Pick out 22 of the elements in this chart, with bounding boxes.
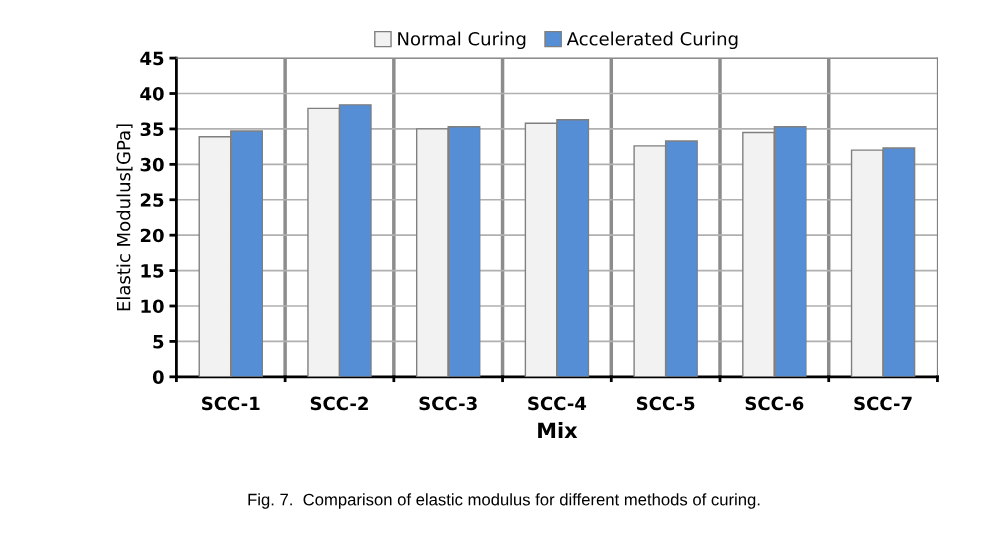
y-tick-label: 45 [140, 51, 164, 66]
y-tick-label: 40 [140, 86, 164, 101]
x-axis-title: Mix [538, 422, 578, 438]
legend-label: Normal Curing [398, 31, 526, 50]
y-tick-label: 20 [140, 228, 164, 243]
x-tick-label: SCC-2 [310, 396, 368, 411]
x-tick-label: SCC-5 [636, 396, 695, 411]
legend-label: Accelerated Curing [566, 31, 738, 50]
y-tick-label: 25 [140, 193, 164, 207]
y-tick-label: 0 [152, 370, 164, 384]
y-tick-label: 5 [153, 335, 164, 349]
x-tick-label: SCC-7 [854, 396, 912, 411]
x-tick-label: SCC-1 [202, 396, 260, 411]
y-tick-label: 10 [141, 299, 164, 314]
x-tick-label: SCC-4 [528, 396, 587, 411]
x-tick-label: SCC-3 [419, 396, 477, 411]
y-tick-label: 30 [140, 157, 164, 172]
caption: Fig. 7. Comparison of elastic modulus for different methods of curing. [248, 493, 760, 509]
y-tick-label: 15 [141, 264, 164, 278]
y-axis-title: Elastic Modulus[GPa] [116, 124, 133, 311]
x-tick-label: SCC-6 [745, 396, 804, 411]
y-tick-label: 35 [140, 122, 164, 137]
